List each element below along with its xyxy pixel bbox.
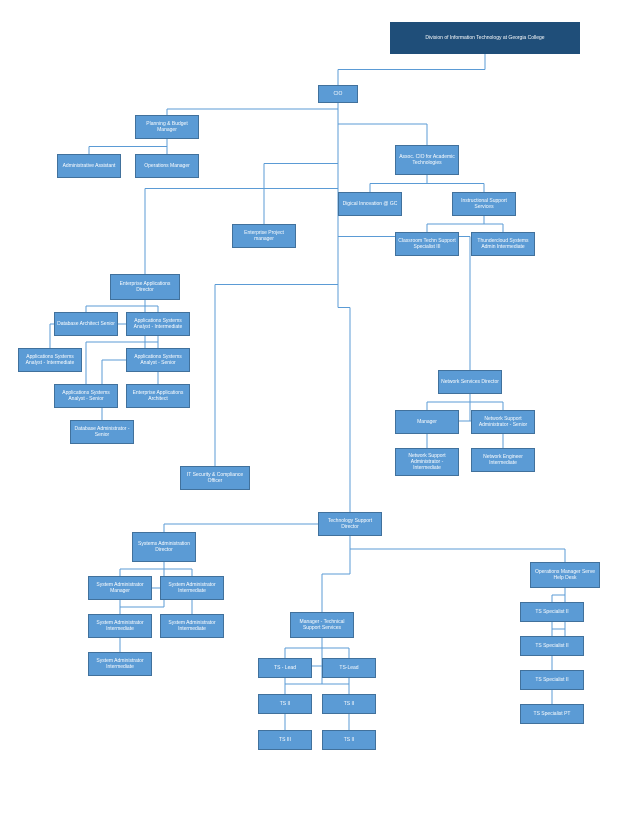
org-node-mtss: Manager - Technical Support Services (290, 612, 354, 638)
org-node-ts2b: TS II (322, 694, 376, 714)
org-node-eaa: Enterprise Applications Architect (126, 384, 190, 408)
org-node-opshd: Operations Manager Serve Help Desk (530, 562, 600, 588)
org-node-ts3a: TS III (258, 730, 312, 750)
org-node-asa_int1: Applications Systems Analyst - Intermedi… (126, 312, 190, 336)
org-node-neng: Network Engineer Intermediate (471, 448, 535, 472)
org-node-sai4: System Administrator Intermediate (88, 652, 152, 676)
org-node-asa_int2: Applications Systems Analyst - Intermedi… (18, 348, 82, 372)
org-node-nmgr: Manager (395, 410, 459, 434)
org-node-dba_sr: Database Architect Senior (54, 312, 118, 336)
org-node-admin: Administrative Assistant (57, 154, 121, 178)
org-node-cio: CIO (318, 85, 358, 103)
org-node-sai2: System Administrator Intermediate (88, 614, 152, 638)
org-node-itsec: IT Security & Compliance Officer (180, 466, 250, 490)
org-node-asa_sr2: Applications Systems Analyst - Senior (54, 384, 118, 408)
org-node-sai1: System Administrator Intermediate (160, 576, 224, 600)
org-node-nsup_int: Network Support Administrator - Intermed… (395, 448, 459, 476)
org-node-ead: Enterprise Applications Director (110, 274, 180, 300)
org-node-tsl1: TS - Lead (258, 658, 312, 678)
org-node-epm: Enterprise Project manager (232, 224, 296, 248)
org-node-asa_sr1: Applications Systems Analyst - Senior (126, 348, 190, 372)
org-node-plan: Planning & Budget Manager (135, 115, 199, 139)
org-node-ops: Operations Manager (135, 154, 199, 178)
org-node-tsp2c: TS Specialist II (520, 670, 584, 690)
org-node-tsppt: TS Specialist PT (520, 704, 584, 724)
org-node-nsd: Network Services Director (438, 370, 502, 394)
org-node-ts3b: TS II (322, 730, 376, 750)
org-node-tsd: Technology Support Director (318, 512, 382, 536)
org-node-sai3: System Administrator Intermediate (160, 614, 224, 638)
org-node-ts2a: TS II (258, 694, 312, 714)
org-node-thunder: Thundercloud Systems Admin Intermediate (471, 232, 535, 256)
org-node-sad: Systems Administration Director (132, 532, 196, 562)
org-node-nsup_sr: Network Support Administrator - Senior (471, 410, 535, 434)
org-node-dba_s: Database Administrator - Senior (70, 420, 134, 444)
org-node-acio: Assoc. CIO for Academic Technologies (395, 145, 459, 175)
org-node-tsp2b: TS Specialist II (520, 636, 584, 656)
org-node-instr: Instructional Support Services (452, 192, 516, 216)
org-node-classtech: Classroom Techn Support Specialist III (395, 232, 459, 256)
org-node-tsl2: TS-Lead (322, 658, 376, 678)
org-node-tsp2a: TS Specialist II (520, 602, 584, 622)
org-chart-connectors (0, 0, 638, 826)
org-node-title: Division of Information Technology at Ge… (390, 22, 580, 54)
org-node-digic: Digical Innovation @ GC (338, 192, 402, 216)
org-node-sam: System Administrator Manager (88, 576, 152, 600)
